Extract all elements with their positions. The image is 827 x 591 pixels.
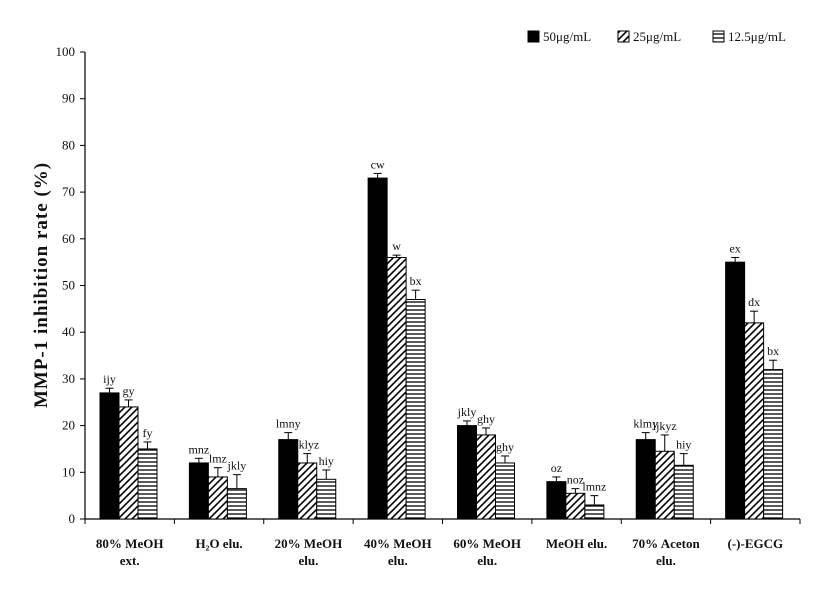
x-tick-label: 80% MeOH [96,536,164,551]
bar-2-3 [405,299,426,520]
data-label: jkly [457,405,477,419]
data-label: dx [748,295,760,309]
data-label: lmny [276,417,301,431]
bar-0-6 [635,439,656,520]
y-tick-label: 30 [62,371,75,386]
x-tick-label: 40% MeOH [364,536,432,551]
data-label: ijkyz [653,419,677,433]
y-tick-label: 100 [56,44,76,59]
data-label: noz [567,473,584,487]
bar-1-0 [118,406,139,520]
y-tick-label: 40 [62,324,75,339]
data-label: mnz [189,442,210,456]
legend: 50μg/mL 25μg/mL 12.5μg/mL [527,29,786,44]
bar-0-7 [725,261,746,520]
data-label: ijy [103,372,116,386]
x-tick-label: 20% MeOH [275,536,343,551]
y-tick-label: 20 [62,418,75,433]
data-label: fy [143,426,153,440]
x-tick-label: (-)-EGCG [728,536,784,551]
bar-0-1 [188,462,209,520]
bar-1-7 [744,322,765,520]
data-label: ghy [477,412,495,426]
y-tick-label: 50 [62,278,75,293]
data-label: iklyz [295,438,319,452]
data-label: lmnz [582,480,606,494]
data-label: bx [410,274,422,288]
data-label: w [392,239,401,253]
data-label: bx [767,344,779,358]
bar-1-3 [386,256,407,520]
x-axis: 80% MeOH ext. H₂O elu. 20% MeOH elu. 40% MeOH… [84,518,801,568]
bar-2-6 [673,464,694,520]
bar-1-1 [207,476,228,520]
data-label: lmz [209,452,227,466]
legend-label: 25μg/mL [633,29,681,44]
x-tick-label: elu. [388,553,408,568]
data-label: ghy [496,440,514,454]
y-tick-label: 10 [62,464,75,479]
bar-1-4 [476,434,496,520]
bar-1-6 [654,450,675,520]
data-label: klmy [633,417,658,431]
data-label: gy [123,384,135,398]
bar-1-2 [297,462,318,520]
bar-0-4 [457,425,477,520]
legend-label: 50μg/mL [543,29,591,44]
bar-1-5 [565,492,586,520]
y-tick-label: 0 [69,511,76,526]
x-tick-label: 70% Aceton [632,536,700,551]
data-label: cw [371,157,385,171]
data-label: hiy [319,454,334,468]
legend-swatch-2 [712,30,725,43]
bar-0-0 [99,392,120,520]
bar-2-5 [584,504,605,520]
bar-2-0 [137,448,158,520]
y-tick-label: 70 [62,184,75,199]
x-tick-label: ext. [120,553,140,568]
x-tick-label: MeOH elu. [546,536,607,551]
data-label: jkly [227,459,247,473]
bars: ijygyfymnzlmzjklylmnyiklyzhiycwwbxjklygh… [99,157,784,520]
bar-2-4 [495,462,515,520]
legend-swatch-1 [617,30,630,43]
bar-2-7 [763,369,784,520]
data-label: oz [551,461,562,475]
data-label: ex [729,241,740,255]
bar-0-5 [546,481,567,520]
bar-0-3 [367,177,388,520]
y-axis-title: MMP-1 inhibition rate (%) [31,162,52,408]
x-tick-label: 60% MeOH [453,536,521,551]
bar-2-2 [316,478,337,520]
bar-2-1 [226,488,247,520]
legend-label: 12.5μg/mL [728,29,786,44]
x-tick-label: H₂O elu. [195,536,242,551]
legend-swatch-0 [527,30,540,43]
y-tick-label: 60 [62,231,75,246]
y-axis: 0 10 20 30 40 50 60 70 80 90 100 [56,44,86,526]
data-label: hiy [676,438,691,452]
x-tick-label: elu. [299,553,319,568]
x-tick-label: elu. [477,553,497,568]
x-tick-label: elu. [656,553,676,568]
y-tick-label: 80 [62,137,75,152]
y-tick-label: 90 [62,91,75,106]
